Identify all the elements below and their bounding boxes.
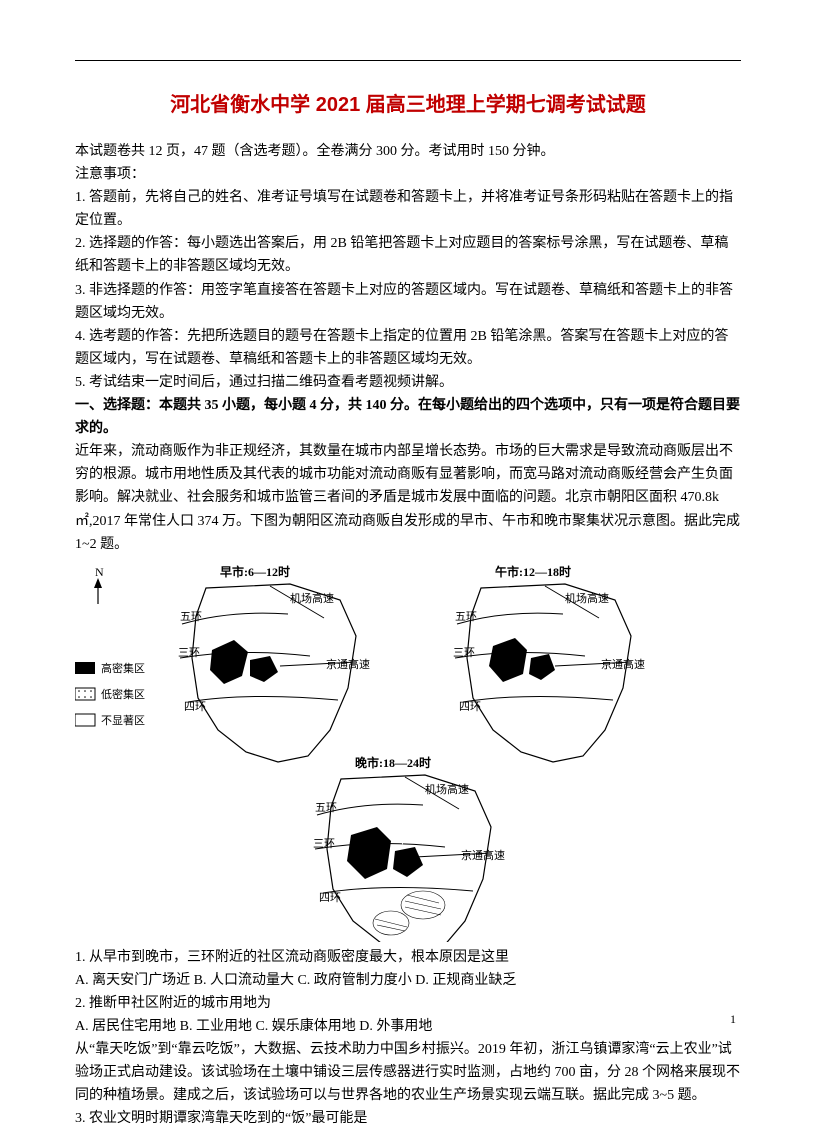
intro-line: 本试题卷共 12 页，47 题（含选考题）。全卷满分 300 分。考试用时 15… [75, 140, 741, 163]
notice-1: 1. 答题前，先将自己的姓名、准考证号填写在试题卷和答题卡上，并将准考证号条形码… [75, 186, 741, 232]
svg-text:五环: 五环 [180, 611, 202, 623]
svg-text:N: N [95, 565, 104, 579]
notice-2: 2. 选择题的作答：每小题选出答案后，用 2B 铅笔把答题卡上对应题目的答案标号… [75, 232, 741, 278]
question-2-options: A. 居民住宅用地 B. 工业用地 C. 娱乐康体用地 D. 外事用地 [75, 1015, 741, 1038]
question-1-options: A. 离天安门广场近 B. 人口流动量大 C. 政府管制力度小 D. 正规商业缺… [75, 969, 741, 992]
section1-header: 一、选择题：本题共 35 小题，每小题 4 分，共 140 分。在每小题给出的四… [75, 394, 741, 440]
map-legend: 高密集区 低密集区 不显著区 [75, 661, 145, 727]
svg-text:三环: 三环 [453, 647, 475, 659]
passage-1: 近年来，流动商贩作为非正规经济，其数量在城市内部呈增长态势。市场的巨大需求是导致… [75, 440, 741, 555]
svg-text:四环: 四环 [184, 701, 206, 713]
notice-3: 3. 非选择题的作答：用签字笔直接答在答题卡上对应的答题区域内。写在试题卷、草稿… [75, 279, 741, 325]
north-arrow: N [94, 565, 104, 604]
notice-5: 5. 考试结束一定时间后，通过扫描二维码查看考题视频讲解。 [75, 371, 741, 394]
map-noon: 午市:12—18时 五环 三环 四环 机场高速 京通高速 甲 [453, 564, 645, 762]
svg-text:三环: 三环 [313, 838, 335, 850]
svg-text:甲: 甲 [535, 641, 546, 653]
svg-text:高密集区: 高密集区 [101, 661, 145, 675]
svg-text:不显著区: 不显著区 [101, 713, 145, 727]
svg-text:三环: 三环 [178, 647, 200, 659]
page-number: 1 [730, 1010, 736, 1030]
question-3: 3. 农业文明时期谭家湾靠天吃到的“饭”最可能是 [75, 1107, 741, 1130]
svg-text:午市:12—18时: 午市:12—18时 [495, 564, 571, 579]
map-evening: 晚市:18—24时 五环 三环 四环 机场高速 京通高速 甲 [313, 755, 505, 942]
svg-text:甲: 甲 [397, 834, 408, 846]
svg-text:京通高速: 京通高速 [601, 657, 645, 671]
map-morning: 早市:6—12时 五环 三环 四环 机场高速 京通高速 甲 [178, 564, 370, 762]
map-figure: N 高密集区 低密集区 不显著区 早市:6—12时 [75, 562, 741, 942]
question-2: 2. 推断甲社区附近的城市用地为 [75, 992, 741, 1015]
exam-title: 河北省衡水中学 2021 届高三地理上学期七调考试试题 [75, 89, 741, 122]
top-rule [75, 60, 741, 61]
svg-text:京通高速: 京通高速 [326, 657, 370, 671]
passage-2: 从“靠天吃饭”到“靠云吃饭”，大数据、云技术助力中国乡村振兴。2019 年初，浙… [75, 1038, 741, 1107]
svg-text:早市:6—12时: 早市:6—12时 [220, 564, 290, 579]
svg-text:京通高速: 京通高速 [461, 848, 505, 862]
svg-text:甲: 甲 [256, 641, 267, 653]
svg-text:机场高速: 机场高速 [290, 591, 334, 605]
question-1: 1. 从早市到晚市，三环附近的社区流动商贩密度最大，根本原因是这里 [75, 946, 741, 969]
svg-text:五环: 五环 [455, 611, 477, 623]
svg-text:机场高速: 机场高速 [565, 591, 609, 605]
svg-text:低密集区: 低密集区 [101, 687, 145, 701]
notice-header: 注意事项： [75, 163, 741, 186]
svg-text:四环: 四环 [459, 701, 481, 713]
svg-text:四环: 四环 [319, 892, 341, 904]
svg-text:机场高速: 机场高速 [425, 782, 469, 796]
svg-text:五环: 五环 [315, 802, 337, 814]
svg-text:晚市:18—24时: 晚市:18—24时 [355, 755, 431, 770]
notice-4: 4. 选考题的作答：先把所选题目的题号在答题卡上指定的位置用 2B 铅笔涂黑。答… [75, 325, 741, 371]
